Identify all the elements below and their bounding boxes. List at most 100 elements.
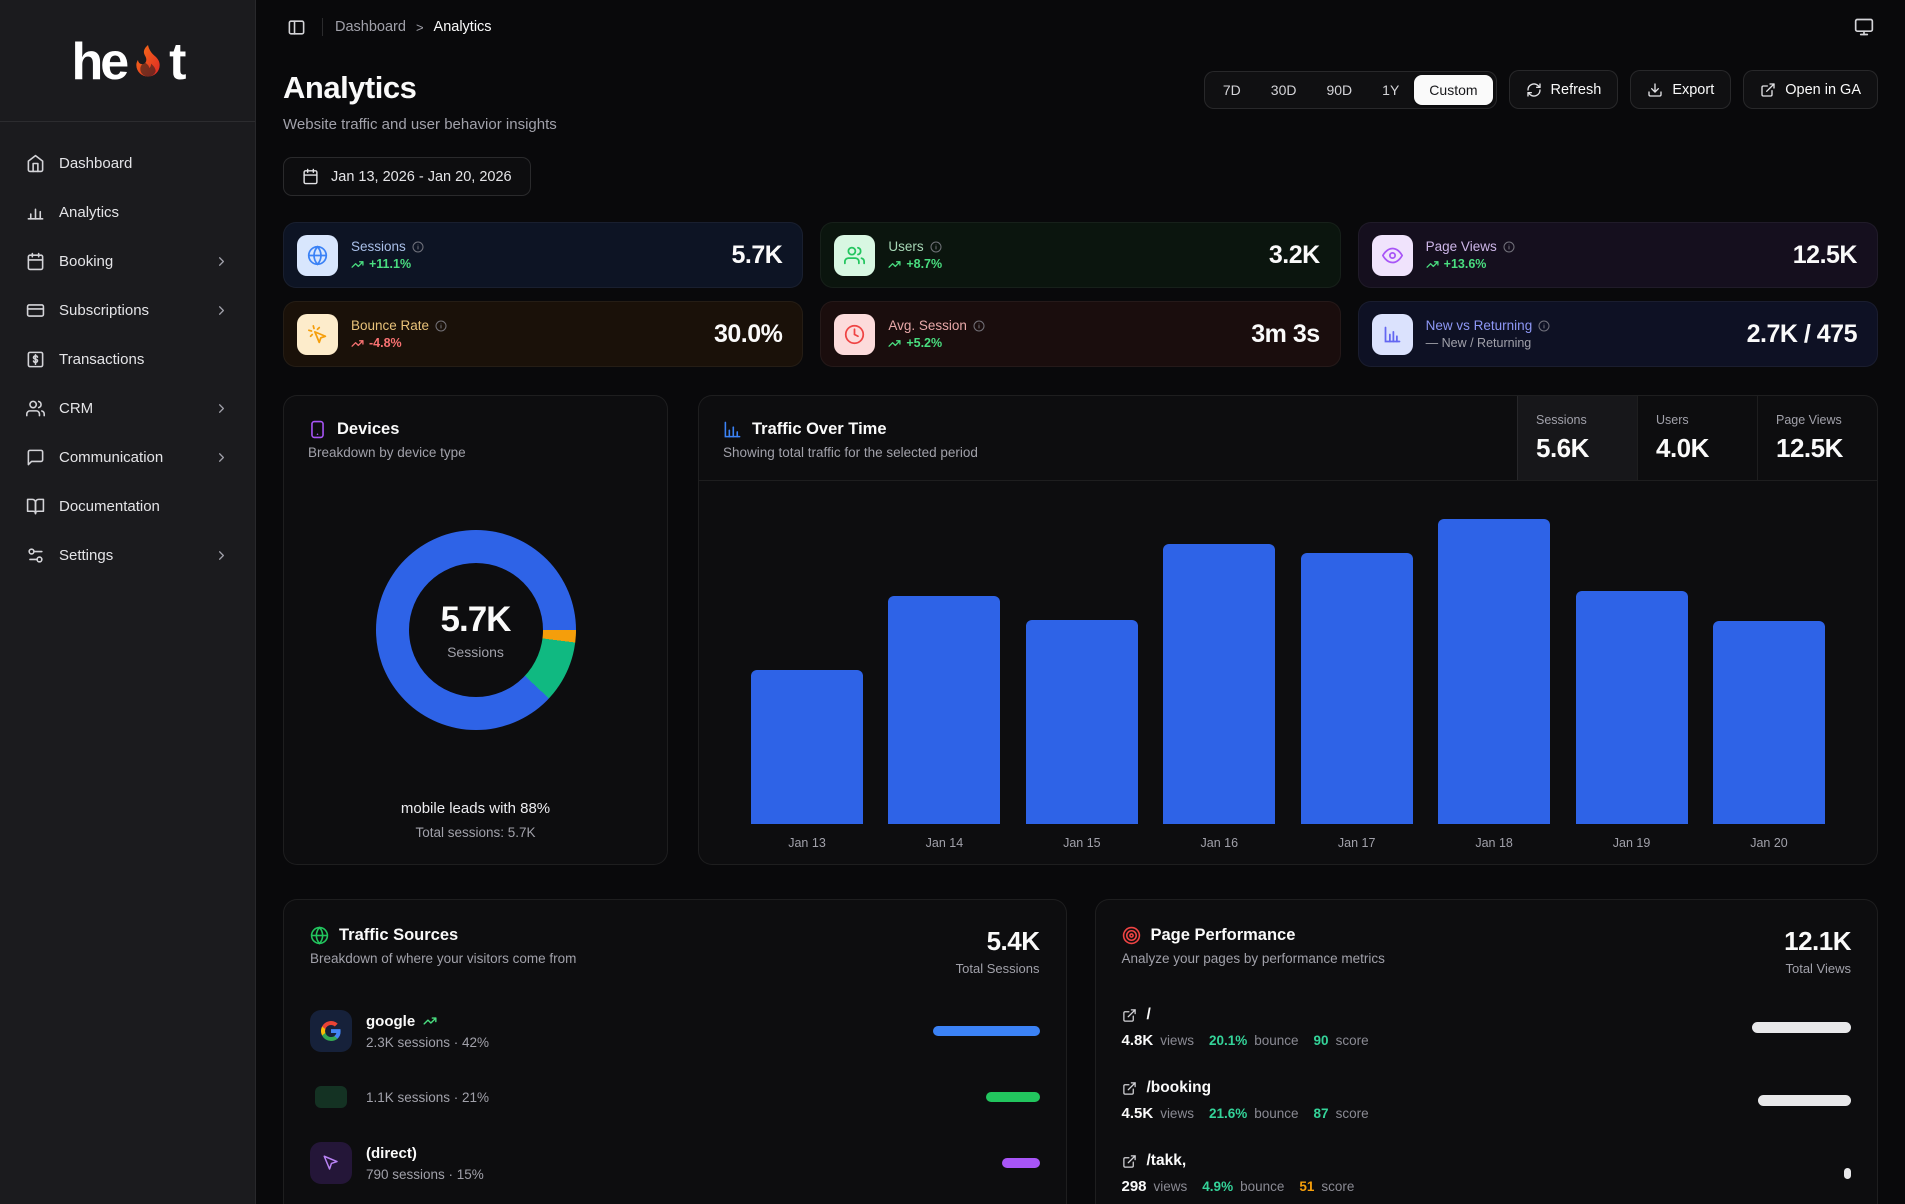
monitor-icon[interactable] [1850, 13, 1878, 41]
page-path: /takk, [1146, 1152, 1187, 1169]
sidebar-item-crm[interactable]: CRM [12, 387, 243, 429]
external-link-icon[interactable] [1122, 1081, 1137, 1096]
bar-chart-icon [723, 420, 742, 439]
page-title: Analytics [283, 70, 417, 105]
range-7d-button[interactable]: 7D [1208, 75, 1256, 105]
donut-center-value: 5.7K [440, 600, 512, 639]
bar-jan-14 [888, 596, 1001, 824]
kpi-card-avg-session: Avg. Session +5.2% 3m 3s [820, 301, 1341, 367]
devices-subtitle: Breakdown by device type [308, 445, 466, 460]
range-90d-button[interactable]: 90D [1311, 75, 1367, 105]
external-link-icon[interactable] [1122, 1008, 1137, 1023]
bar-chart-icon [26, 203, 45, 222]
bar-jan-17 [1300, 553, 1413, 824]
globe-icon [297, 234, 338, 276]
info-icon[interactable] [435, 320, 447, 332]
page-row-home: / 4.8K views 20.1% bounce 90 score [1122, 1006, 1851, 1049]
sidebar-nav: Dashboard Analytics Booking Subscription… [0, 122, 255, 603]
range-1y-button[interactable]: 1Y [1367, 75, 1414, 105]
page-path: / [1146, 1006, 1151, 1023]
sidebar-item-documentation[interactable]: Documentation [12, 485, 243, 527]
sidebar-item-label: Dashboard [59, 154, 133, 172]
tab-sessions[interactable]: Sessions 5.6K [1517, 396, 1637, 480]
traffic-over-time-card: Traffic Over Time Showing total traffic … [698, 395, 1878, 865]
sidebar-item-label: Subscriptions [59, 301, 150, 319]
source-share-bar [932, 1026, 1040, 1036]
sidebar: he t Dashboard Analy [0, 0, 256, 1204]
sidebar-item-booking[interactable]: Booking [12, 240, 243, 282]
bar-jan-15 [1025, 620, 1138, 824]
breadcrumb-analytics[interactable]: Analytics [433, 19, 492, 35]
google-icon [310, 1010, 352, 1052]
info-icon[interactable] [1503, 241, 1515, 253]
source-name: (direct) [366, 1144, 417, 1162]
smartphone-icon [308, 420, 327, 439]
book-open-icon [26, 497, 45, 516]
tab-page-views[interactable]: Page Views 12.5K [1757, 396, 1877, 480]
clock-icon [834, 313, 876, 355]
sources-subtitle: Breakdown of where your visitors come fr… [310, 951, 577, 966]
source-share-bar [1001, 1158, 1040, 1168]
refresh-button[interactable]: Refresh [1508, 70, 1619, 109]
kpi-value: 3.2K [1268, 240, 1320, 269]
sidebar-item-label: Documentation [59, 497, 160, 515]
kpi-card-new-vs-returning: New vs Returning — New / Returning 2.7K … [1357, 301, 1878, 367]
pages-title: Page Performance [1150, 926, 1296, 944]
main-content: Dashboard > Analytics Analytics 7D 30D 9… [256, 0, 1905, 1204]
sliders-icon [26, 546, 45, 565]
mouse-pointer-icon [310, 1142, 352, 1184]
info-icon[interactable] [973, 320, 985, 332]
flame-icon [128, 37, 168, 83]
export-button[interactable]: Export [1630, 70, 1732, 109]
sidebar-item-transactions[interactable]: Transactions [12, 338, 243, 380]
devices-total: Total sessions: 5.7K [415, 825, 536, 840]
home-icon [26, 154, 45, 173]
info-icon[interactable] [930, 241, 942, 253]
breadcrumb-dashboard[interactable]: Dashboard [335, 19, 406, 35]
users-icon [834, 234, 876, 276]
info-icon[interactable] [1538, 320, 1550, 332]
kpi-card-users: Users +8.7% 3.2K [820, 222, 1341, 288]
range-30d-button[interactable]: 30D [1256, 75, 1312, 105]
sources-total-label: Total Sessions [955, 961, 1040, 976]
kpi-card-page-views: Page Views +13.6% 12.5K [1357, 222, 1878, 288]
external-link-icon[interactable] [1122, 1154, 1137, 1169]
page-views-bar [1844, 1168, 1851, 1179]
sidebar-toggle-icon[interactable] [283, 14, 310, 41]
trending-up-icon [888, 337, 901, 350]
tab-users[interactable]: Users 4.0K [1637, 396, 1757, 480]
traffic-title: Traffic Over Time [752, 420, 887, 438]
sources-total-value: 5.4K [986, 926, 1040, 956]
external-link-icon [1760, 82, 1776, 98]
download-icon [1647, 82, 1663, 98]
sidebar-item-settings[interactable]: Settings [12, 534, 243, 576]
cursor-click-icon [297, 313, 338, 355]
devices-footnote: mobile leads with 88% [400, 800, 551, 817]
calendar-icon [26, 252, 45, 271]
bar-jan-13 [751, 670, 863, 824]
source-row-google: google 2.3K sessions · 42% [310, 1010, 1040, 1052]
sidebar-item-label: CRM [59, 399, 94, 417]
open-in-ga-button[interactable]: Open in GA [1743, 70, 1878, 109]
sidebar-item-analytics[interactable]: Analytics [12, 191, 243, 233]
page-performance-card: Page Performance Analyze your pages by p… [1094, 899, 1878, 1204]
calendar-icon [302, 168, 319, 185]
chevron-right-icon [214, 450, 229, 465]
topbar: Dashboard > Analytics [283, 0, 1878, 54]
kpi-card-bounce-rate: Bounce Rate -4.8% 30.0% [283, 301, 804, 367]
date-range-picker[interactable]: Jan 13, 2026 - Jan 20, 2026 [283, 157, 531, 196]
page-views-bar [1758, 1095, 1851, 1106]
globe-icon [310, 926, 329, 945]
refresh-icon [1526, 82, 1542, 98]
traffic-sources-card: Traffic Sources Breakdown of where your … [283, 899, 1067, 1204]
kpi-sublabel: — New / Returning [1425, 336, 1532, 350]
info-icon[interactable] [412, 241, 424, 253]
sidebar-item-subscriptions[interactable]: Subscriptions [12, 289, 243, 331]
source-stats: 1.1K sessions · 21% [366, 1089, 490, 1105]
sidebar-item-dashboard[interactable]: Dashboard [12, 142, 243, 184]
eye-icon [1371, 234, 1413, 276]
range-custom-button[interactable]: Custom [1414, 74, 1493, 105]
page-path: /booking [1146, 1079, 1212, 1096]
sidebar-item-communication[interactable]: Communication [12, 436, 243, 478]
kpi-grid: Sessions +11.1% 5.7K Users +8.7% 3.2K [283, 222, 1878, 367]
